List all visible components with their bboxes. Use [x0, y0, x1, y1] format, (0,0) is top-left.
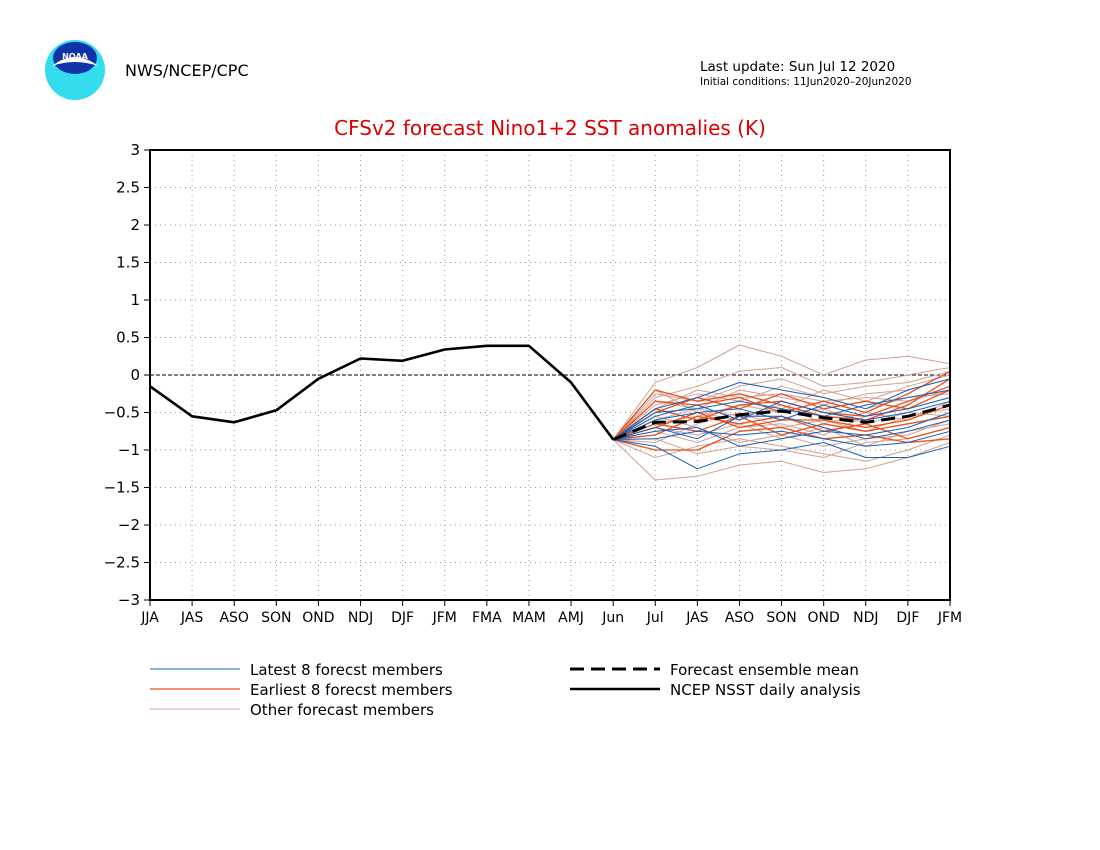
legend-label-latest: Latest 8 forecst members	[250, 661, 443, 679]
latest-member-line	[613, 439, 951, 470]
x-tick-label: NDJ	[853, 610, 878, 626]
legend-label-analysis: NCEP NSST daily analysis	[670, 681, 861, 699]
x-tick-label: OND	[808, 610, 840, 626]
legend-label-other: Other forecast members	[250, 701, 434, 719]
x-tick-label: MAM	[512, 610, 546, 626]
y-tick-label: −2.5	[104, 554, 140, 572]
y-tick-label: −2	[118, 516, 140, 534]
y-tick-label: 0.5	[116, 329, 140, 347]
chart-title: CFSv2 forecast Nino1+2 SST anomalies (K)	[334, 116, 766, 140]
y-tick-label: −1.5	[104, 479, 140, 497]
latest-member-line	[613, 412, 951, 447]
x-axis-ticks: JJA JAS ASO SON OND NDJ DJF JFM FMA MAM AMJ Jun Jul J…	[140, 600, 962, 626]
x-tick-label: JFM	[432, 610, 457, 626]
last-update-label: Last update: Sun Jul 12 2020	[700, 59, 895, 75]
legend: Latest 8 forecst members Earliest 8 forec…	[150, 661, 861, 719]
latest-member-line	[612, 389, 951, 440]
legend-label-earliest: Earliest 8 forecst members	[250, 681, 453, 699]
other-member-line	[612, 344, 951, 440]
initial-conditions-label: Initial conditions: 11Jun2020–20Jun2020	[700, 76, 912, 88]
earliest-member-line	[613, 426, 951, 451]
x-tick-label: JAS	[180, 610, 203, 626]
latest-member-line	[612, 378, 951, 440]
y-tick-label: 2.5	[116, 179, 140, 197]
x-tick-label: NDJ	[348, 610, 373, 626]
other-member-line	[612, 439, 951, 481]
y-axis-ticks: 3 2.5 2 1.5 1 0.5 0 −0.5 −1 −1.5 −2 −2.5 −3	[104, 141, 150, 609]
other-member-line	[613, 427, 951, 458]
analysis-series	[149, 344, 615, 441]
x-tick-label: ASO	[725, 610, 754, 626]
x-tick-label: Jun	[601, 610, 624, 626]
agency-label: NWS/NCEP/CPC	[125, 61, 249, 80]
ensemble-mean-line	[612, 403, 951, 441]
x-tick-label: DJF	[896, 610, 919, 626]
ensemble-mean-series	[612, 403, 951, 441]
other-member-line	[612, 385, 951, 440]
y-tick-label: 1.5	[116, 254, 140, 272]
latest-member-line	[612, 397, 951, 440]
x-tick-label: JJA	[140, 610, 159, 626]
y-tick-label: −1	[118, 441, 140, 459]
latest-members-series	[612, 378, 951, 470]
y-tick-label: 3	[130, 141, 140, 159]
other-member-line	[612, 370, 951, 440]
analysis-line	[149, 344, 615, 441]
x-tick-label: SON	[261, 610, 291, 626]
latest-member-line	[613, 430, 951, 447]
legend-label-mean: Forecast ensemble mean	[670, 661, 859, 679]
x-tick-label: JAS	[685, 610, 708, 626]
y-tick-label: −3	[118, 591, 140, 609]
x-tick-label: AMJ	[558, 610, 584, 626]
noaa-logo: NOAA	[45, 40, 105, 100]
x-tick-label: Jul	[646, 610, 664, 626]
y-tick-label: −0.5	[104, 404, 140, 422]
x-tick-label: DJF	[391, 610, 414, 626]
y-tick-label: 1	[130, 291, 140, 309]
earliest-member-line	[612, 378, 951, 440]
x-tick-label: OND	[302, 610, 334, 626]
latest-member-line	[612, 400, 951, 440]
x-tick-label: JFM	[937, 610, 962, 626]
y-tick-label: 0	[130, 366, 140, 384]
noaa-logo-bird-icon	[52, 57, 98, 66]
noaa-logo-text: NOAA	[62, 52, 88, 61]
x-tick-label: SON	[766, 610, 796, 626]
x-tick-label: FMA	[472, 610, 502, 626]
earliest-member-line	[612, 415, 951, 441]
x-tick-label: ASO	[219, 610, 248, 626]
latest-member-line	[613, 415, 951, 440]
y-tick-label: 2	[130, 216, 140, 234]
